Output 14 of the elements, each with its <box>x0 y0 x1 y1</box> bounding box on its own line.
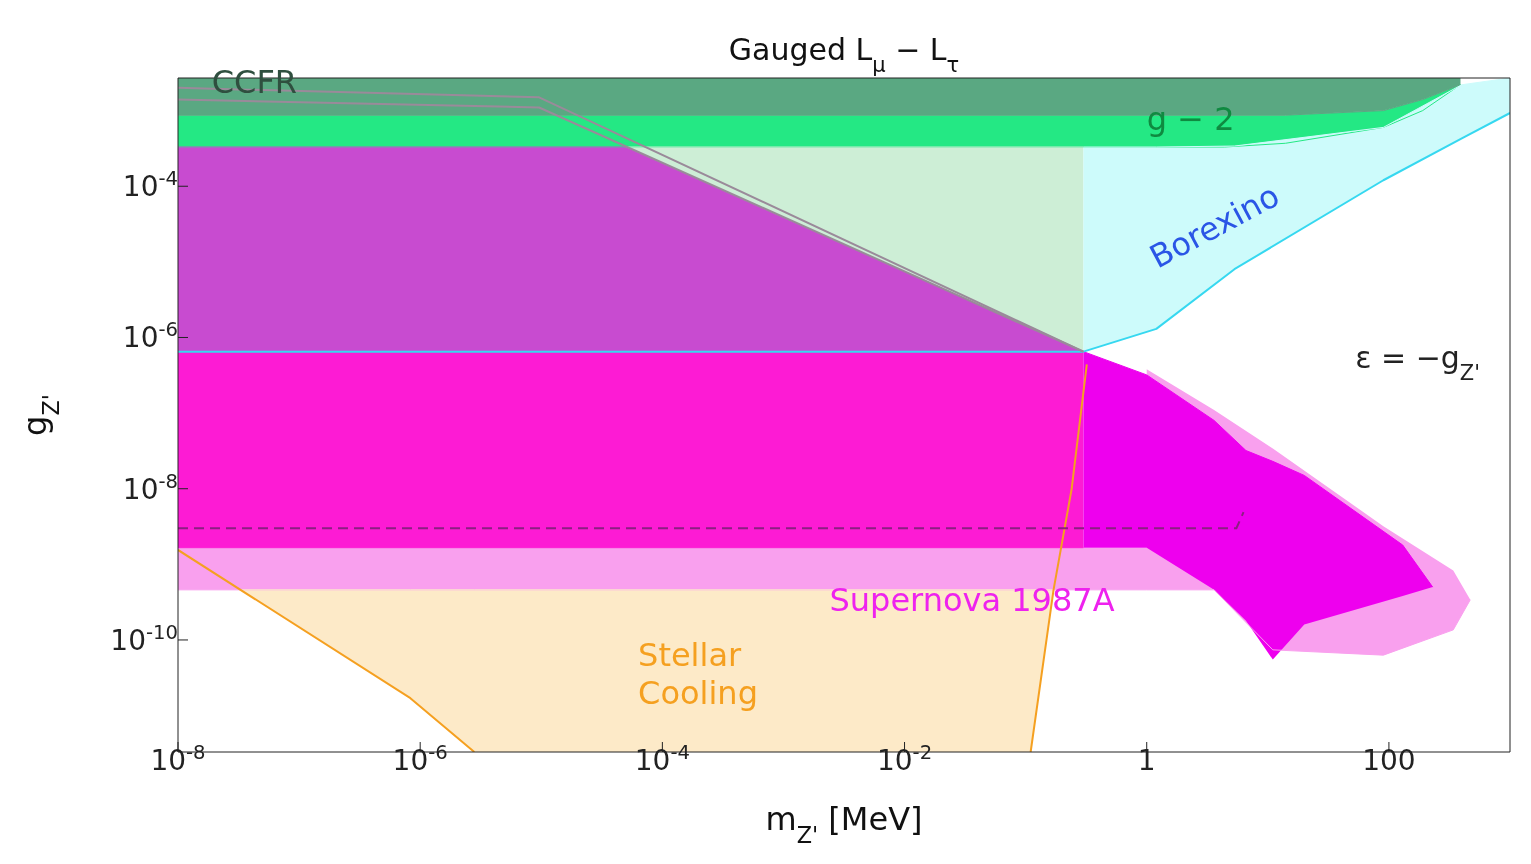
chart-title: Gauged L$_{μ}$ − L$_{τ}$ <box>728 32 960 77</box>
y-tick-label: 10$^{-10}$ <box>110 620 178 657</box>
x-tick-label: 10$^{-6}$ <box>392 740 448 777</box>
x-tick-label: 1 <box>1137 744 1156 777</box>
y-tick-label: 10$^{-6}$ <box>122 317 178 355</box>
series-label: Stellar Cooling <box>638 636 758 713</box>
x-tick-label: 100 <box>1362 744 1416 777</box>
x-tick-label: 10$^{-2}$ <box>876 740 933 777</box>
x-tick-label: 10$^{-4}$ <box>634 740 690 777</box>
x-axis-title: m$_{Z'}$ [MeV] <box>765 800 923 848</box>
y-tick-label: 10$^{-4}$ <box>122 166 178 204</box>
y-tick-label: 10$^{-8}$ <box>122 469 178 506</box>
annotation: ε = −g$_{Z'}$ <box>1355 340 1480 385</box>
x-tick-label: 10$^{-8}$ <box>150 740 206 777</box>
